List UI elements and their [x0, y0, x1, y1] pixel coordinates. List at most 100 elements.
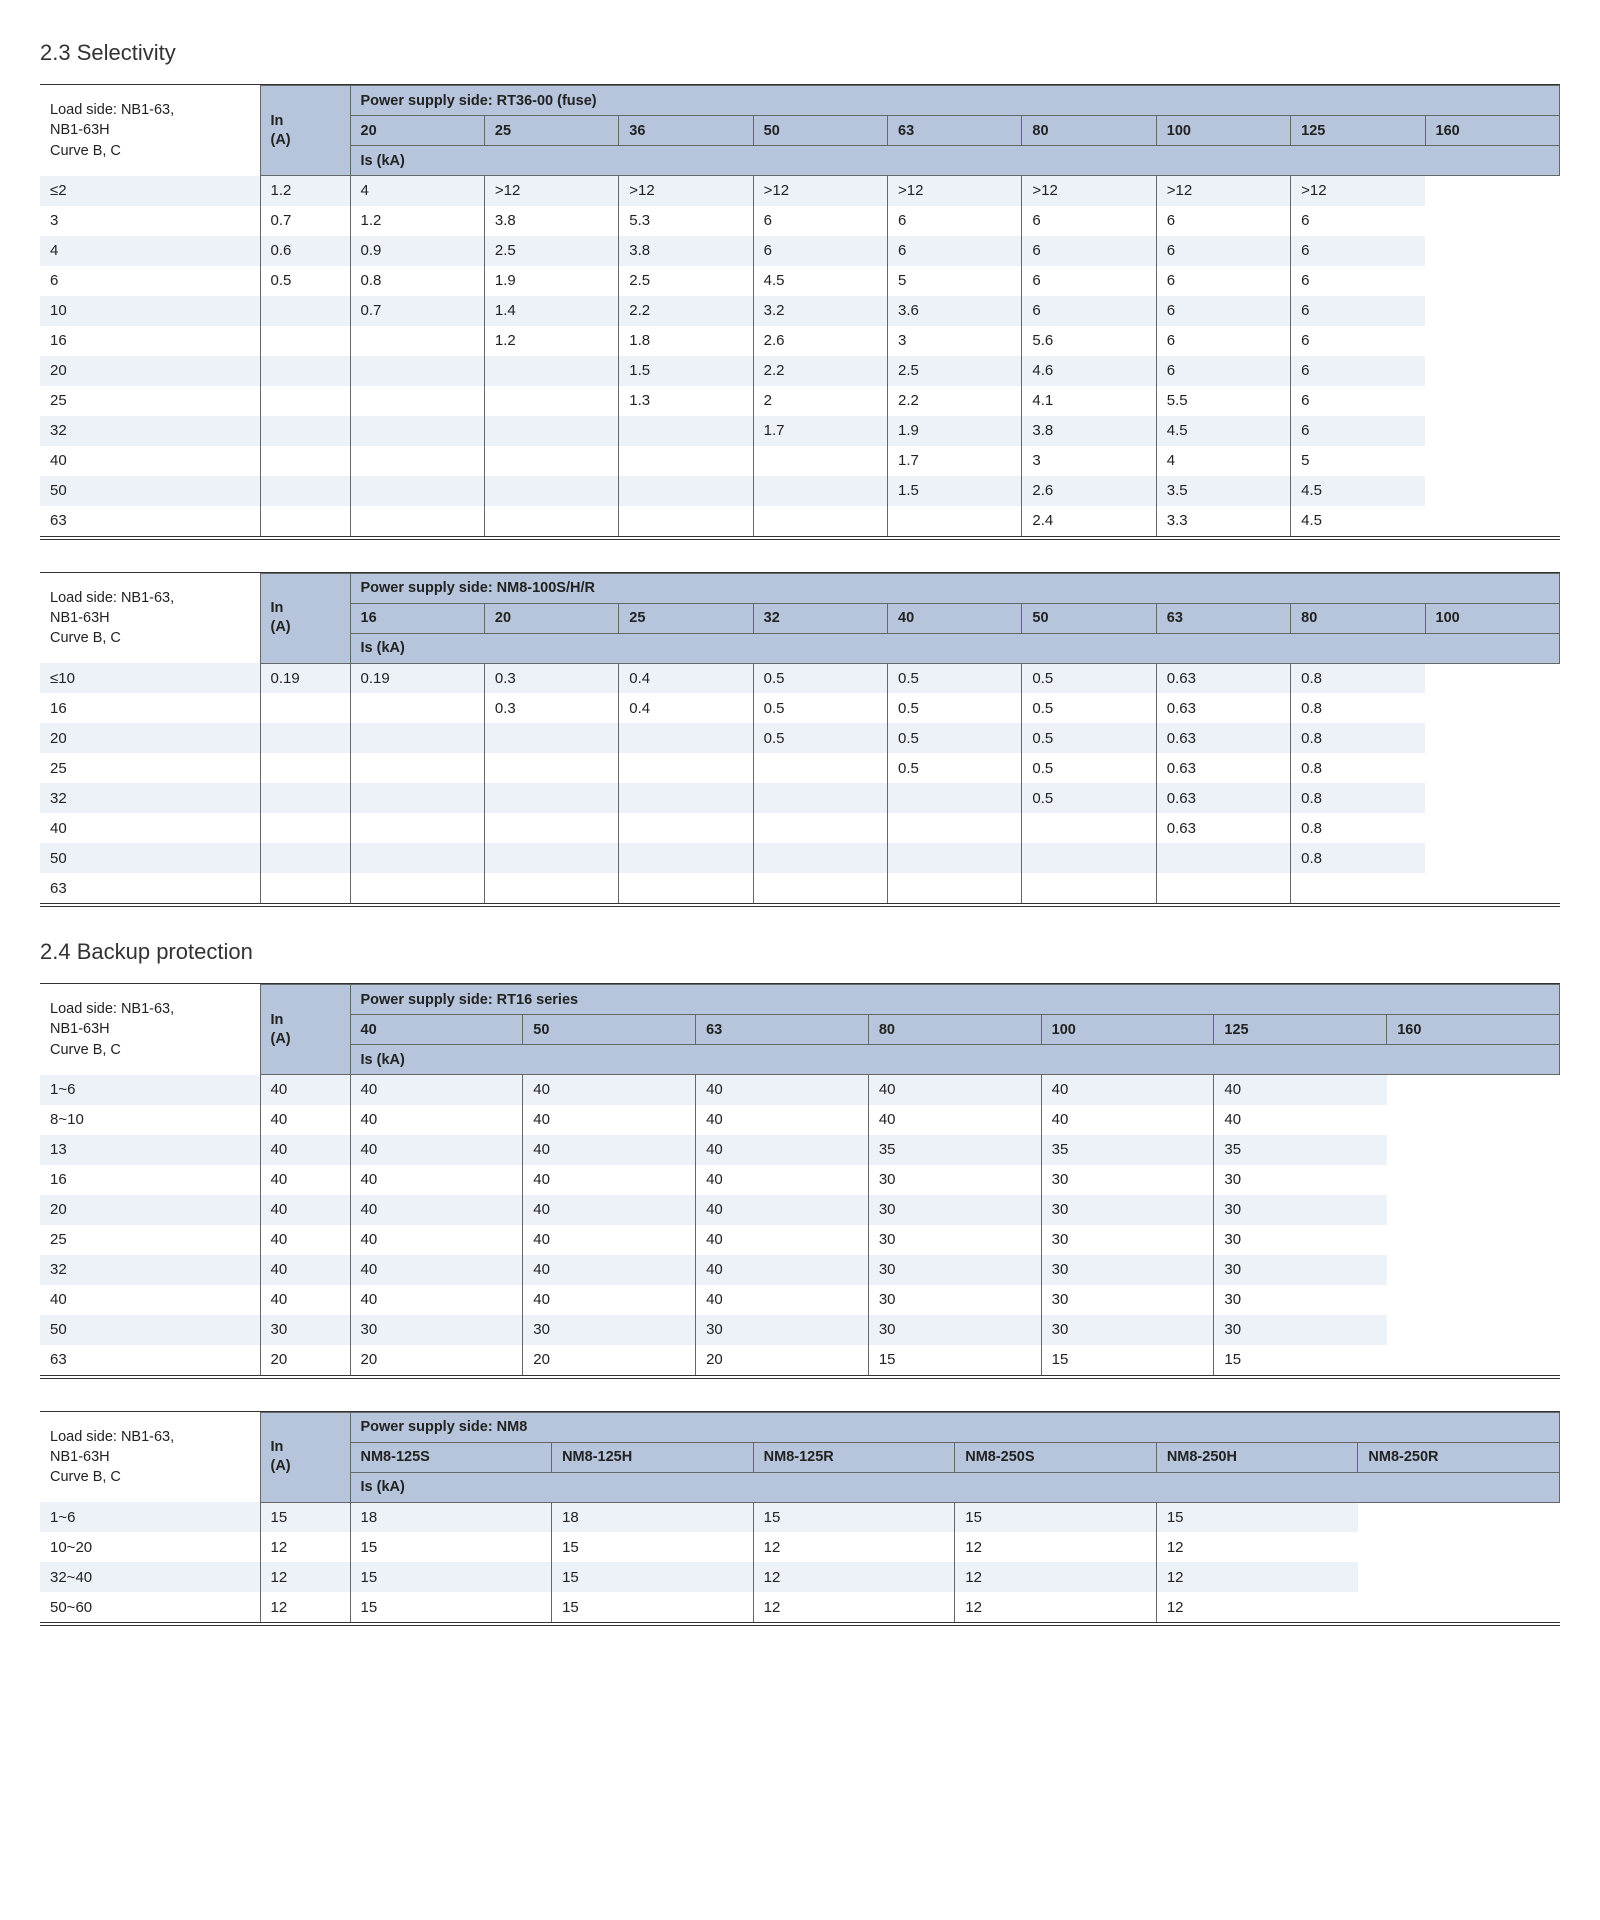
row-header: 16: [40, 693, 260, 723]
row-header: 25: [40, 386, 260, 416]
data-cell: >12: [1291, 176, 1425, 206]
data-cell: 40: [696, 1165, 869, 1195]
table-row: 251.322.24.15.56: [40, 386, 1560, 416]
data-cell: 6: [1156, 236, 1290, 266]
data-cell: 30: [1041, 1285, 1214, 1315]
data-cell: 15: [868, 1345, 1041, 1375]
data-cell: 40: [1214, 1075, 1387, 1105]
data-cell: 0.5: [1022, 783, 1156, 813]
is-header: Is (kA): [350, 633, 1560, 663]
data-cell: 0.3: [484, 693, 618, 723]
data-cell: [260, 813, 350, 843]
data-cell: 1.2: [260, 176, 350, 206]
data-cell: 40: [696, 1105, 869, 1135]
data-cell: 0.8: [1291, 753, 1425, 783]
data-cell: 35: [1214, 1135, 1387, 1165]
data-cell: 4.1: [1022, 386, 1156, 416]
data-cell: 30: [868, 1165, 1041, 1195]
data-cell: 0.5: [1022, 753, 1156, 783]
data-cell: 15: [350, 1532, 552, 1562]
data-cell: 30: [1214, 1255, 1387, 1285]
col-header: 63: [888, 116, 1022, 146]
data-cell: 0.8: [350, 266, 484, 296]
data-cell: 6: [1291, 206, 1425, 236]
data-cell: 2.5: [484, 236, 618, 266]
data-cell: 30: [1041, 1195, 1214, 1225]
data-cell: 15: [1156, 1502, 1358, 1532]
in-header: In(A): [260, 985, 350, 1075]
data-cell: 2.2: [619, 296, 753, 326]
load-side-label: Load side: NB1-63,NB1-63HCurve B, C: [40, 86, 260, 176]
col-header: 80: [1022, 116, 1156, 146]
data-cell: 6: [1156, 326, 1290, 356]
data-cell: [1022, 843, 1156, 873]
data-cell: 40: [1041, 1075, 1214, 1105]
row-header: 32: [40, 783, 260, 813]
table-row: 2040404040303030: [40, 1195, 1560, 1225]
data-cell: [619, 753, 753, 783]
data-cell: 0.3: [484, 663, 618, 693]
load-side-label: Load side: NB1-63,NB1-63HCurve B, C: [40, 985, 260, 1075]
data-cell: 35: [868, 1135, 1041, 1165]
data-cell: 0.5: [888, 723, 1022, 753]
data-cell: 3.5: [1156, 476, 1290, 506]
data-cell: 30: [868, 1255, 1041, 1285]
data-cell: [350, 813, 484, 843]
table-3-wrap: Load side: NB1-63,NB1-63HCurve B, CIn(A)…: [40, 983, 1560, 1379]
row-header: 50: [40, 843, 260, 873]
table-row: 321.71.93.84.56: [40, 416, 1560, 446]
data-cell: 5.6: [1022, 326, 1156, 356]
data-cell: 40: [868, 1075, 1041, 1105]
col-header: 50: [753, 116, 887, 146]
data-cell: 2.6: [1022, 476, 1156, 506]
table-row: ≤100.190.190.30.40.50.50.50.630.8: [40, 663, 1560, 693]
data-cell: 6: [1291, 296, 1425, 326]
col-header: 50: [1022, 603, 1156, 633]
data-cell: [484, 416, 618, 446]
data-cell: 20: [523, 1345, 696, 1375]
row-header: 25: [40, 753, 260, 783]
col-header: 100: [1156, 116, 1290, 146]
table-4-wrap: Load side: NB1-63,NB1-63HCurve B, CIn(A)…: [40, 1411, 1560, 1627]
data-cell: 30: [868, 1315, 1041, 1345]
col-header: NM8-250S: [955, 1442, 1157, 1472]
table-row: 63: [40, 873, 1560, 903]
data-cell: 40: [350, 1225, 523, 1255]
row-header: 25: [40, 1225, 260, 1255]
row-header: 50: [40, 476, 260, 506]
data-cell: 0.5: [753, 723, 887, 753]
data-cell: [260, 446, 350, 476]
data-cell: 0.8: [1291, 813, 1425, 843]
data-cell: 0.7: [260, 206, 350, 236]
data-cell: 0.5: [1022, 663, 1156, 693]
data-cell: 20: [350, 1345, 523, 1375]
data-cell: [619, 446, 753, 476]
data-cell: 12: [753, 1592, 955, 1622]
data-cell: 40: [523, 1285, 696, 1315]
row-header: 13: [40, 1135, 260, 1165]
data-cell: 2.6: [753, 326, 887, 356]
table-row: 60.50.81.92.54.55666: [40, 266, 1560, 296]
table-row: 1340404040353535: [40, 1135, 1560, 1165]
data-cell: 12: [260, 1532, 350, 1562]
row-header: 32: [40, 416, 260, 446]
table-row: 30.71.23.85.366666: [40, 206, 1560, 236]
data-cell: 0.63: [1156, 723, 1290, 753]
data-cell: [260, 356, 350, 386]
data-cell: 6: [1156, 266, 1290, 296]
row-header: 32~40: [40, 1562, 260, 1592]
col-header: 125: [1214, 1015, 1387, 1045]
data-cell: 1.5: [888, 476, 1022, 506]
data-cell: 4.5: [753, 266, 887, 296]
col-header: 160: [1425, 116, 1560, 146]
data-cell: [260, 296, 350, 326]
data-cell: 12: [260, 1592, 350, 1622]
data-cell: [619, 813, 753, 843]
data-cell: 0.19: [260, 663, 350, 693]
data-cell: 4.5: [1156, 416, 1290, 446]
table-row: 161.21.82.635.666: [40, 326, 1560, 356]
col-header: 100: [1425, 603, 1560, 633]
data-cell: 35: [1041, 1135, 1214, 1165]
data-cell: 0.5: [753, 663, 887, 693]
table-row: 201.52.22.54.666: [40, 356, 1560, 386]
